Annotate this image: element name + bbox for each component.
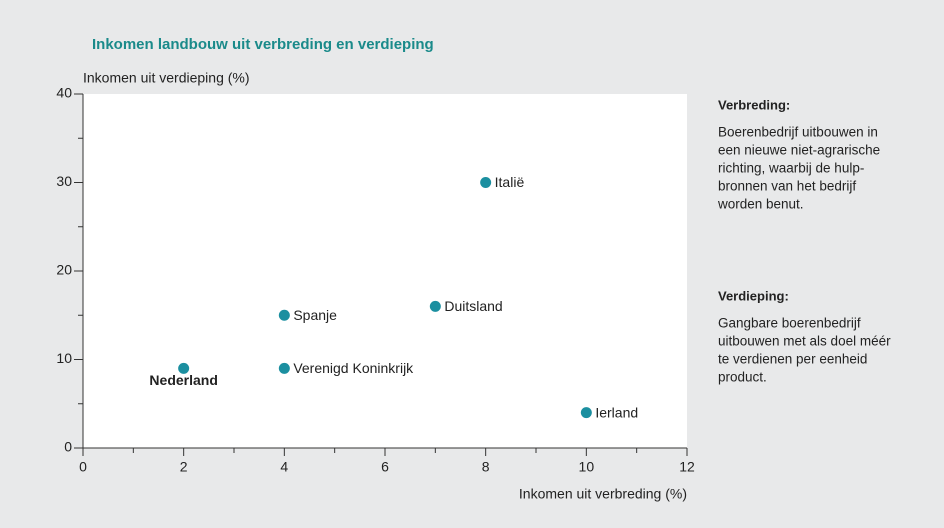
note-line: een nieuwe niet-agrarische (718, 143, 880, 158)
x-tick-label: 10 (579, 459, 595, 475)
point (278, 309, 290, 321)
point (580, 407, 592, 419)
x-tick-label: 6 (381, 459, 389, 475)
point (278, 362, 290, 374)
point-label: Ierland (595, 404, 638, 420)
note-line: worden benut. (717, 197, 804, 212)
point (178, 362, 190, 374)
point (480, 177, 492, 188)
chart-title: Inkomen landbouw uit verbreding en verdi… (92, 36, 434, 53)
note-line: Gangbare boerenbedrijf (718, 316, 861, 331)
x-tick-label: 4 (280, 459, 288, 475)
x-axis-label: Inkomen uit verbreding (%) (519, 486, 687, 502)
note-line: uitbouwen met als doel méér (718, 334, 891, 349)
x-tick-label: 2 (180, 459, 188, 475)
x-tick-label: 8 (482, 459, 490, 475)
y-tick-label: 30 (56, 173, 72, 189)
note-heading: Verbreding: (718, 97, 790, 112)
point-label: Italië (495, 174, 525, 190)
point-label: Verenigd Koninkrijk (293, 360, 414, 376)
y-tick-label: 40 (56, 85, 72, 101)
note-line: bronnen van het bedrijf (718, 179, 856, 194)
point-label: Nederland (149, 372, 217, 388)
x-tick-label: 0 (79, 459, 87, 475)
plot-area (83, 94, 687, 448)
point-label: Spanje (293, 307, 337, 323)
y-tick-label: 20 (56, 262, 72, 278)
note-line: richting, waarbij de hulp- (718, 161, 864, 176)
note-line: Boerenbedrijf uitbouwen in (718, 125, 878, 140)
y-axis-label: Inkomen uit verdieping (%) (83, 70, 250, 86)
note-line: te verdienen per eenheid (718, 352, 867, 367)
point-label: Duitsland (444, 298, 502, 314)
y-tick-label: 10 (56, 350, 72, 366)
note-heading: Verdieping: (718, 288, 789, 303)
y-tick-label: 0 (64, 439, 72, 455)
point (429, 300, 441, 312)
x-tick-label: 12 (679, 459, 695, 475)
note-line: product. (718, 370, 767, 385)
